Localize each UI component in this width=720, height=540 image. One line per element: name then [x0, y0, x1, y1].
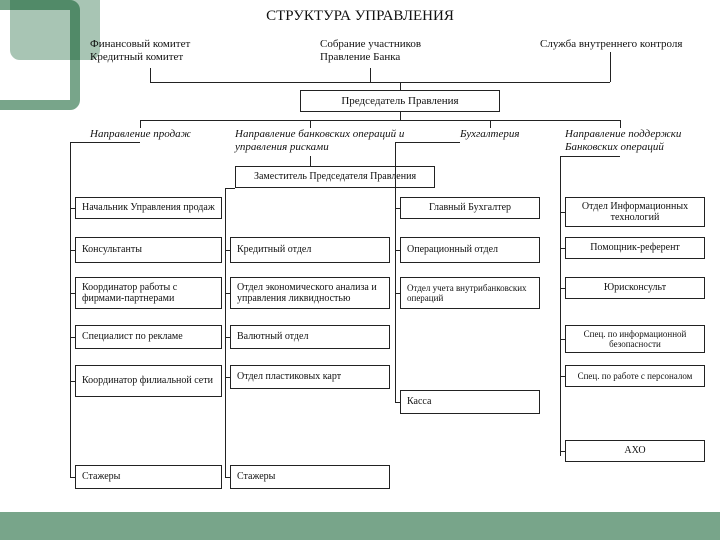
- trunk-c4: [560, 156, 561, 456]
- trunk-c1: [70, 142, 71, 477]
- stub: [70, 250, 75, 251]
- stub: [560, 248, 565, 249]
- connector: [310, 156, 311, 166]
- chief-accountant: Главный Бухгалтер: [400, 197, 540, 219]
- connector: [400, 82, 401, 90]
- stub: [395, 208, 400, 209]
- stub: [225, 377, 230, 378]
- credit-dept: Кредитный отдел: [230, 237, 390, 263]
- stub: [70, 208, 75, 209]
- interns-c2: Стажеры: [230, 465, 390, 489]
- internal-control: Служба внутреннего контроля: [540, 38, 682, 51]
- cash-desk: Касса: [400, 390, 540, 414]
- it-dept: Отдел Информационных технологий: [565, 197, 705, 227]
- direction-accounting: Бухгалтерия: [460, 128, 520, 141]
- connector: [560, 156, 620, 157]
- participants-meeting: Собрание участников: [320, 38, 421, 51]
- operations-dept: Операционный отдел: [400, 237, 540, 263]
- connector: [225, 188, 235, 189]
- stub: [225, 477, 230, 478]
- connector: [140, 120, 141, 128]
- ad-specialist: Специалист по рекламе: [75, 325, 222, 349]
- connector: [395, 142, 460, 143]
- top-left-group: Финансовый комитет Кредитный комитет: [90, 38, 190, 64]
- connector: [70, 142, 140, 143]
- internal-ops-accounting: Отдел учета внутрибанковских операций: [400, 277, 540, 309]
- top-mid-group: Собрание участников Правление Банка: [320, 38, 421, 64]
- trunk-c3: [395, 142, 396, 402]
- direction-operations: Направление банковских операций и управл…: [235, 128, 410, 154]
- connector: [610, 52, 611, 82]
- connector: [150, 82, 610, 83]
- stub: [225, 293, 230, 294]
- econ-analysis-dept: Отдел экономического анализа и управлени…: [230, 277, 390, 309]
- trunk-c2: [225, 188, 226, 478]
- connector: [370, 68, 371, 82]
- bank-board: Правление Банка: [320, 51, 421, 64]
- connector: [310, 120, 311, 128]
- connector: [620, 120, 621, 128]
- connector: [490, 120, 491, 128]
- credit-committee: Кредитный комитет: [90, 51, 190, 64]
- chairman-box: Председатель Правления: [300, 90, 500, 112]
- partner-coordinator: Координатор работы с фирмами-партнерами: [75, 277, 222, 309]
- stub: [560, 339, 565, 340]
- branch-coordinator: Координатор филиальной сети: [75, 365, 222, 397]
- stub: [560, 451, 565, 452]
- stub: [560, 376, 565, 377]
- connector: [140, 120, 620, 121]
- stub: [225, 250, 230, 251]
- org-chart: СТРУКТУРА УПРАВЛЕНИЯ Финансовый комитет …: [0, 0, 720, 540]
- stub: [395, 293, 400, 294]
- interns-c1: Стажеры: [75, 465, 222, 489]
- stub: [70, 477, 75, 478]
- legal-counsel: Юрисконсульт: [565, 277, 705, 299]
- stub: [70, 381, 75, 382]
- aho: АХО: [565, 440, 705, 462]
- page-title: СТРУКТУРА УПРАВЛЕНИЯ: [0, 0, 720, 25]
- cards-dept: Отдел пластиковых карт: [230, 365, 390, 389]
- currency-dept: Валютный отдел: [230, 325, 390, 349]
- stub: [560, 212, 565, 213]
- finance-committee: Финансовый комитет: [90, 38, 190, 51]
- connector: [150, 68, 151, 82]
- connector: [400, 112, 401, 120]
- stub: [225, 337, 230, 338]
- direction-support: Направление поддержки Банковских операци…: [565, 128, 705, 154]
- direction-sales: Направление продаж: [90, 128, 230, 141]
- deputy-box: Заместитель Председателя Правления: [235, 166, 435, 188]
- assistant-referent: Помощник-референт: [565, 237, 705, 259]
- stub: [70, 293, 75, 294]
- stub: [560, 288, 565, 289]
- hr-specialist: Спец. по работе с персоналом: [565, 365, 705, 387]
- stub: [395, 402, 400, 403]
- stub: [395, 250, 400, 251]
- infosec-specialist: Спец. по информационной безопасности: [565, 325, 705, 353]
- stub: [70, 337, 75, 338]
- sales-head: Начальник Управления продаж: [75, 197, 222, 219]
- consultants: Консультанты: [75, 237, 222, 263]
